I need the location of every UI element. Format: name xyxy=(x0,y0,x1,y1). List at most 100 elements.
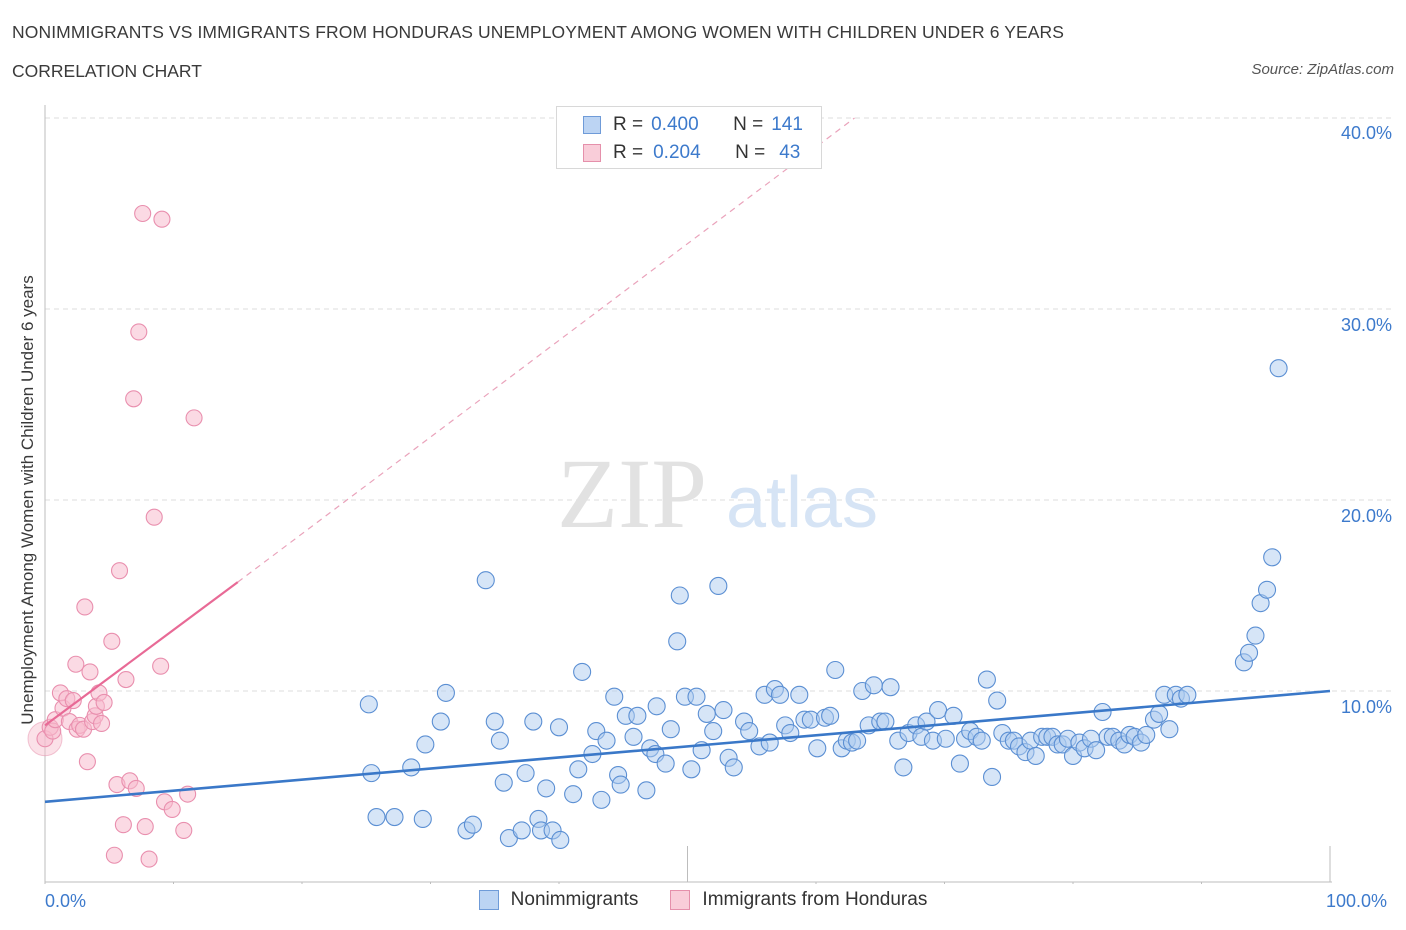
data-point-nonimmigrants xyxy=(936,729,955,748)
data-point-honduras xyxy=(152,657,170,675)
legend-r-value: 0.204 xyxy=(653,142,701,163)
y-tick-label-30: 30.0% xyxy=(1340,315,1392,335)
legend-swatch-blue xyxy=(478,890,499,910)
data-point-nonimmigrants xyxy=(670,586,689,605)
legend-r-label: R = xyxy=(613,142,644,163)
data-point-nonimmigrants xyxy=(977,670,996,689)
legend-label-honduras: Immigrants from Honduras xyxy=(702,889,928,910)
data-point-nonimmigrants xyxy=(605,687,624,706)
x-tick-label-min: 0.0% xyxy=(45,891,87,911)
data-point-nonimmigrants xyxy=(628,706,647,725)
data-point-honduras xyxy=(134,204,152,223)
data-point-honduras xyxy=(110,562,129,580)
axes xyxy=(44,105,1332,884)
data-point-nonimmigrants xyxy=(848,731,867,750)
data-point-nonimmigrants xyxy=(1160,720,1179,739)
trend-extension-honduras xyxy=(237,117,855,583)
data-point-nonimmigrants xyxy=(929,701,948,720)
data-point-nonimmigrants xyxy=(714,701,733,720)
data-point-nonimmigrants xyxy=(1269,359,1288,378)
data-point-nonimmigrants xyxy=(821,706,840,725)
data-point-nonimmigrants xyxy=(950,754,969,773)
data-point-nonimmigrants xyxy=(1026,746,1045,765)
data-point-nonimmigrants xyxy=(436,683,455,702)
y-axis-label: Unemployment Among Women with Children U… xyxy=(18,275,37,725)
data-point-honduras xyxy=(76,598,94,616)
data-point-honduras xyxy=(140,850,158,868)
blue-points xyxy=(359,359,1288,850)
legend-swatch-pink xyxy=(670,890,691,910)
data-point-nonimmigrants xyxy=(597,731,616,750)
watermark-atlas: atlas xyxy=(726,463,878,543)
data-point-nonimmigrants xyxy=(668,632,687,651)
data-point-nonimmigrants xyxy=(1137,725,1156,744)
data-point-nonimmigrants xyxy=(682,760,701,779)
data-point-nonimmigrants xyxy=(697,704,716,723)
data-point-nonimmigrants xyxy=(656,754,675,773)
data-point-nonimmigrants xyxy=(704,722,723,741)
data-point-nonimmigrants xyxy=(826,660,845,680)
trend-line-nonimmigrants xyxy=(44,689,1331,804)
correlation-legend: R = 0.400 N = 141 R = 0.204 N = 43 xyxy=(556,106,822,169)
legend-row-nonimmigrants: R = 0.400 N = 141 xyxy=(583,113,803,137)
data-point-nonimmigrants xyxy=(569,760,588,779)
data-point-honduras xyxy=(95,693,113,712)
data-point-honduras xyxy=(136,818,154,836)
data-point-nonimmigrants xyxy=(463,815,482,834)
data-point-nonimmigrants xyxy=(516,764,535,783)
data-point-nonimmigrants xyxy=(385,808,404,827)
data-point-nonimmigrants xyxy=(770,685,790,704)
data-point-nonimmigrants xyxy=(808,739,827,758)
data-point-nonimmigrants xyxy=(490,731,509,750)
data-point-honduras xyxy=(105,846,123,864)
watermark-zip: ZIP xyxy=(557,438,707,549)
data-point-honduras xyxy=(67,655,85,673)
data-point-honduras xyxy=(92,714,111,733)
data-point-nonimmigrants xyxy=(624,727,643,746)
data-point-nonimmigrants xyxy=(740,722,759,741)
legend-n-value: 141 xyxy=(771,114,803,135)
data-point-honduras xyxy=(175,821,193,839)
data-point-nonimmigrants xyxy=(724,758,743,777)
data-point-honduras xyxy=(163,800,181,818)
legend-n-label: N = xyxy=(733,114,764,135)
data-point-nonimmigrants xyxy=(592,790,611,809)
trend-lines xyxy=(44,117,1331,804)
legend-swatch-blue xyxy=(583,116,601,134)
watermark: ZIP atlas xyxy=(557,438,878,549)
trend-line-honduras xyxy=(44,581,239,727)
data-point-nonimmigrants xyxy=(1178,685,1197,704)
data-point-nonimmigrants xyxy=(564,785,583,804)
data-point-nonimmigrants xyxy=(687,687,706,706)
legend-label-nonimmigrants: Nonimmigrants xyxy=(510,889,639,910)
legend-r-label: R = xyxy=(613,114,644,135)
x-tick-label-max: 100.0% xyxy=(1326,891,1388,911)
data-point-nonimmigrants xyxy=(512,821,531,840)
data-point-nonimmigrants xyxy=(894,758,913,777)
data-point-nonimmigrants xyxy=(549,718,569,737)
data-point-nonimmigrants xyxy=(402,758,421,777)
data-point-honduras xyxy=(130,323,148,341)
data-point-honduras xyxy=(185,409,203,427)
data-point-nonimmigrants xyxy=(876,712,895,731)
data-point-nonimmigrants xyxy=(1263,548,1282,567)
data-point-nonimmigrants xyxy=(367,808,386,827)
data-point-nonimmigrants xyxy=(988,691,1007,710)
data-point-nonimmigrants xyxy=(416,735,435,754)
data-point-nonimmigrants xyxy=(494,773,513,792)
data-point-nonimmigrants xyxy=(413,809,432,829)
chart-subtitle: CORRELATION CHART xyxy=(12,61,202,81)
data-point-honduras xyxy=(117,670,135,689)
legend-n-value: 43 xyxy=(779,142,801,163)
data-point-nonimmigrants xyxy=(647,697,666,716)
data-point-nonimmigrants xyxy=(524,712,543,731)
data-point-nonimmigrants xyxy=(551,830,570,850)
y-tick-label-40: 40.0% xyxy=(1340,123,1392,143)
legend-item-nonimmigrants[interactable]: Nonimmigrants xyxy=(478,889,639,911)
pink-points xyxy=(27,204,203,868)
legend-item-honduras[interactable]: Immigrants from Honduras xyxy=(670,889,927,911)
data-point-nonimmigrants xyxy=(573,662,592,681)
source-label: Source: ZipAtlas.com xyxy=(1251,61,1394,78)
data-point-nonimmigrants xyxy=(637,781,656,800)
